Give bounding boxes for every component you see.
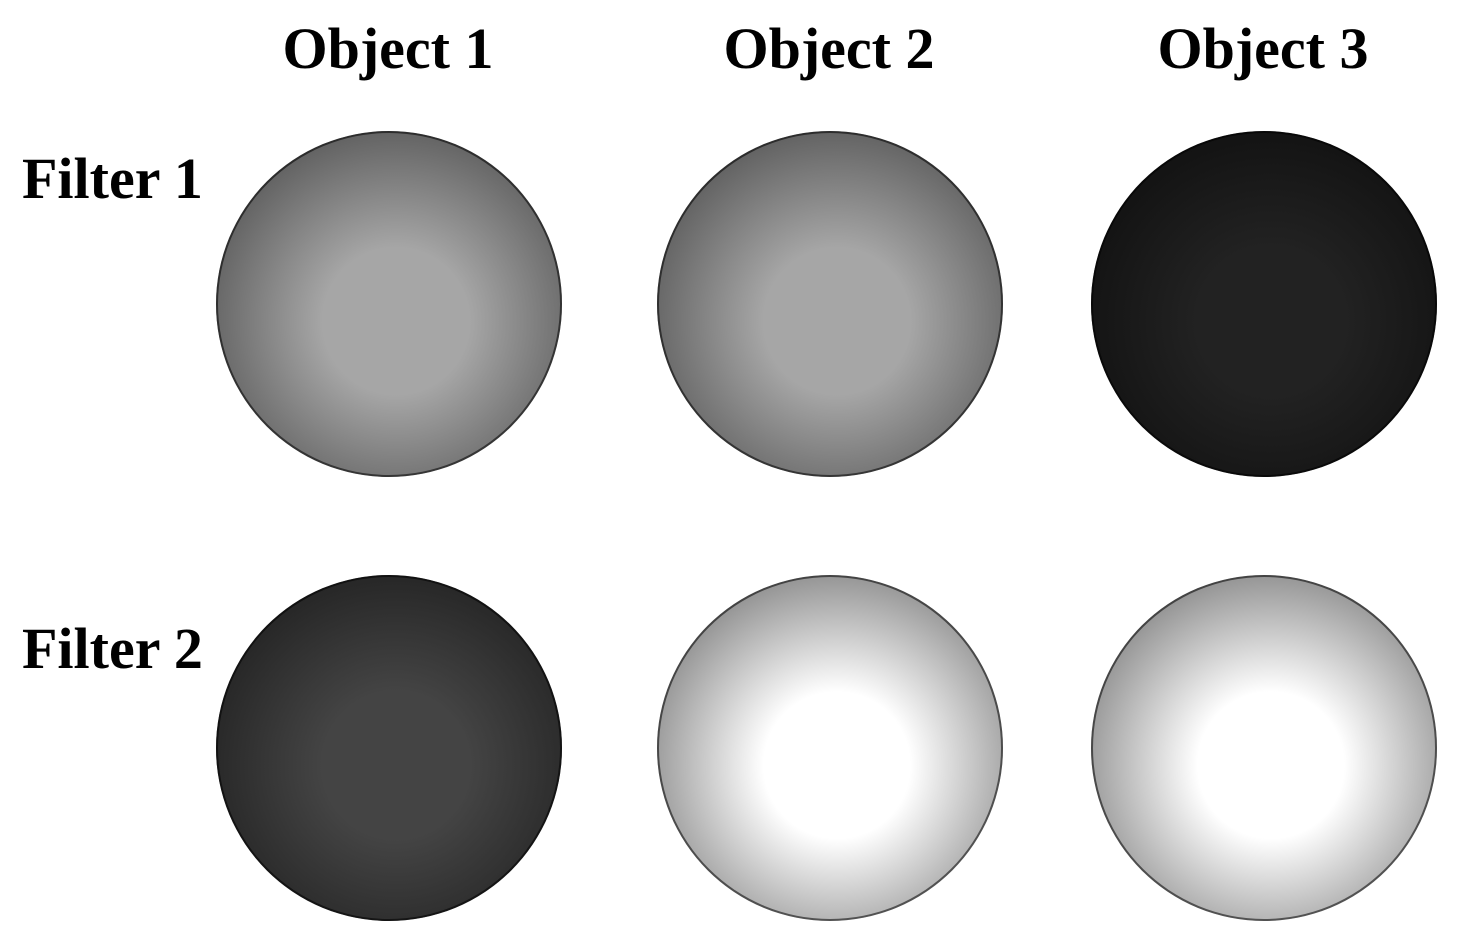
sphere-filter-2-object-2 (657, 575, 1003, 921)
row-header-filter-2: Filter 2 (22, 616, 203, 681)
sphere-filter-2-object-3 (1091, 575, 1437, 921)
column-header-object-1: Object 1 (282, 16, 494, 81)
column-header-object-2: Object 2 (723, 16, 935, 81)
sphere-filter-1-object-1 (216, 131, 562, 477)
row-header-filter-1: Filter 1 (22, 146, 203, 211)
sphere-filter-1-object-2 (657, 131, 1003, 477)
sphere-filter-1-object-3 (1091, 131, 1437, 477)
column-header-object-3: Object 3 (1157, 16, 1369, 81)
sphere-filter-2-object-1 (216, 575, 562, 921)
